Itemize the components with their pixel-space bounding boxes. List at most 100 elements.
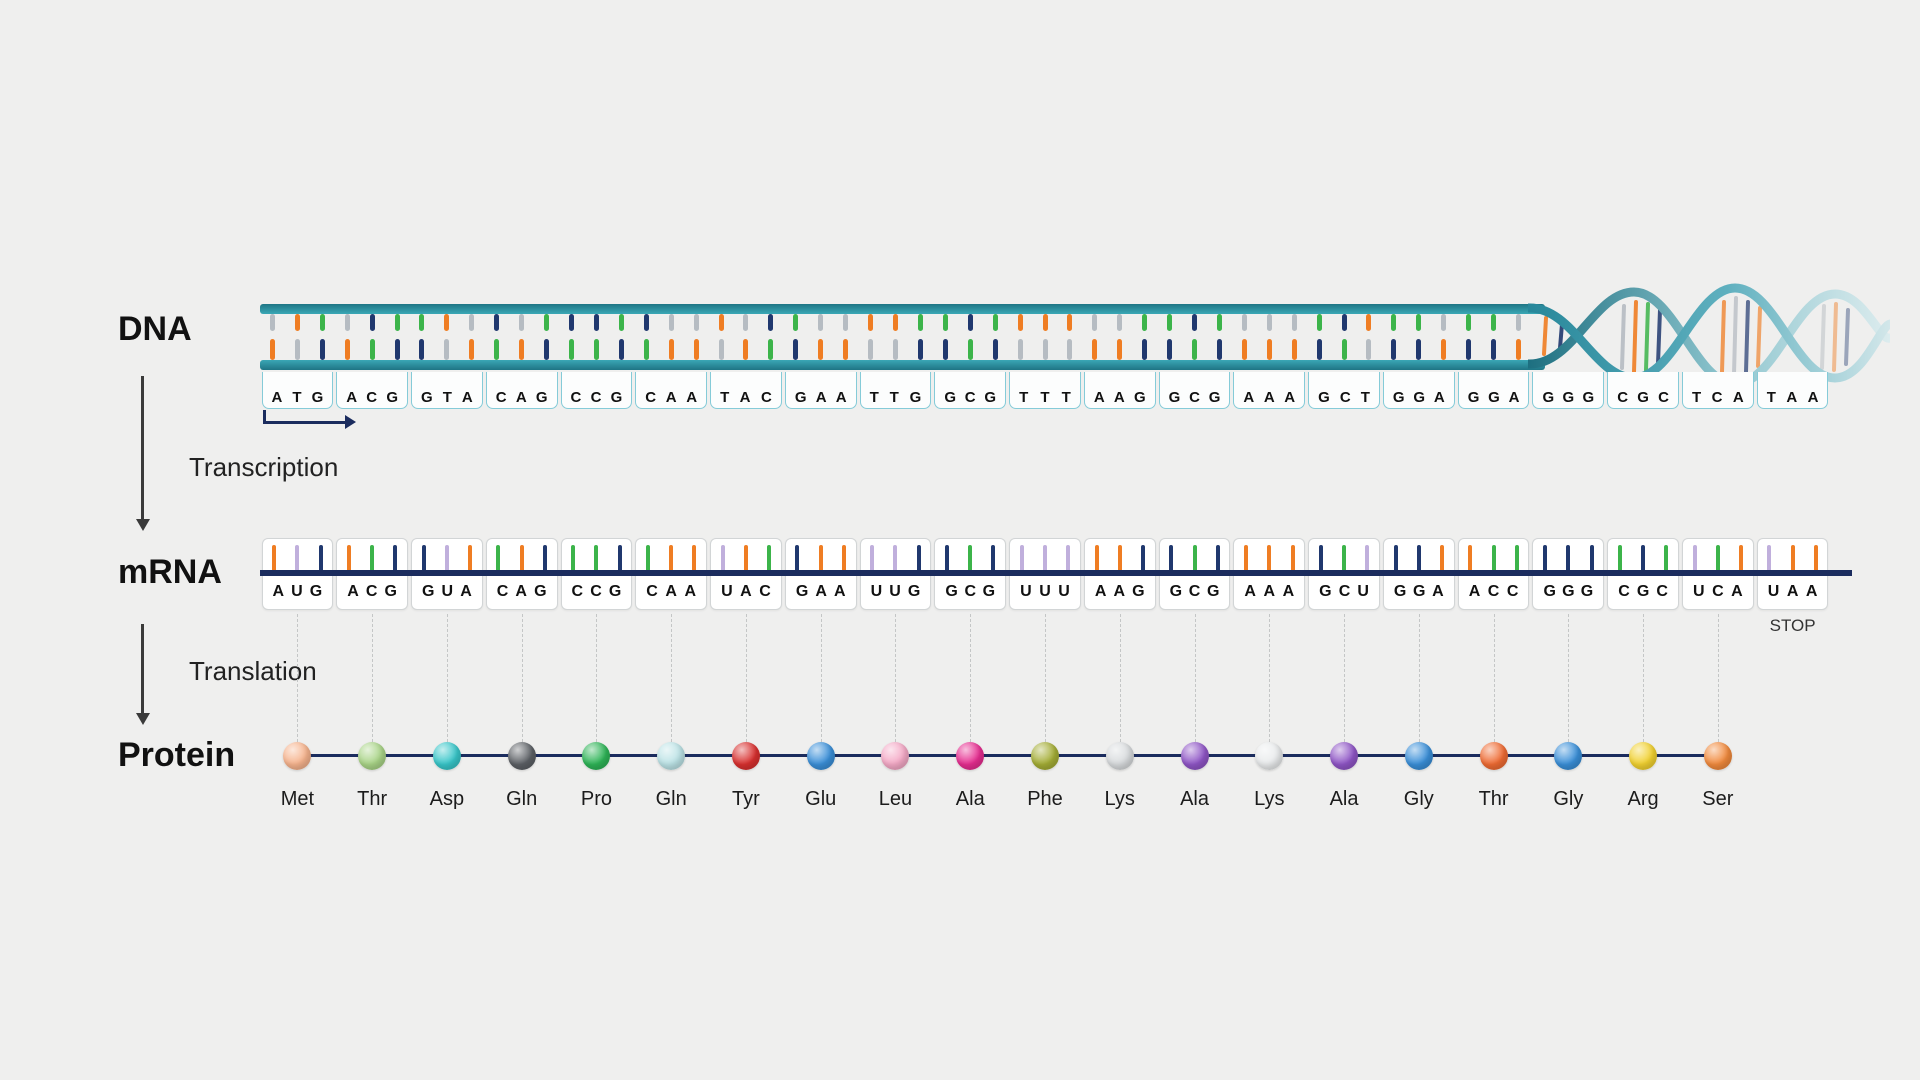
mrna-base-letter: G <box>1413 583 1426 600</box>
codon-ticks <box>263 539 333 572</box>
base-tick-top <box>1366 314 1372 331</box>
amino-acid-label: Phe <box>1027 788 1063 810</box>
base-tick-bottom <box>1341 339 1347 360</box>
base-tick-bottom <box>942 339 948 360</box>
dna-base-letter: A <box>1433 389 1445 406</box>
mrna-base-letter: U <box>870 583 883 600</box>
helix-front-strand <box>1528 283 1890 383</box>
base-tick-bottom <box>269 339 275 360</box>
dna-strand-top <box>260 304 1545 314</box>
base-tick-bottom <box>1042 339 1048 360</box>
amino-acid-label: Gln <box>506 788 538 810</box>
base-tick <box>1543 545 1548 572</box>
base-tick <box>1019 545 1024 572</box>
dna-label: DNA <box>118 310 192 348</box>
mrna-base-letter: C <box>1506 583 1519 600</box>
mrna-base-letter: A <box>1731 583 1743 600</box>
base-tick-top <box>992 314 998 331</box>
base-tick <box>468 545 473 572</box>
base-tick <box>1491 545 1496 572</box>
dna-base-letter: A <box>1263 389 1275 406</box>
start-arrow-head <box>345 415 356 429</box>
base-tick-top <box>569 314 574 331</box>
amino-acid-circle <box>1330 742 1359 770</box>
base-tick-top <box>394 314 400 331</box>
base-tick <box>1790 545 1795 572</box>
base-tick-top <box>544 314 550 331</box>
codon-ticks <box>711 539 781 572</box>
dna-base-letter: T <box>1019 389 1029 406</box>
base-tick-top <box>668 314 674 331</box>
dna-base-letter: G <box>1562 389 1575 406</box>
base-tick <box>720 545 725 572</box>
base-tick <box>645 545 650 572</box>
mrna-base-letter: C <box>759 583 771 600</box>
mrna-base-letter: C <box>1338 583 1351 600</box>
dna-base-letter: C <box>760 389 772 406</box>
amino-acid-label: Gln <box>655 788 687 810</box>
base-tick <box>841 545 846 572</box>
base-tick <box>1141 545 1145 572</box>
base-tick <box>542 545 547 572</box>
helix-base-rungs <box>1542 296 1850 376</box>
base-tick <box>1393 545 1398 572</box>
codon-connector <box>372 614 374 742</box>
dna-base-letter: A <box>815 389 827 406</box>
base-pair-rung <box>967 314 973 360</box>
base-tick <box>1066 545 1071 572</box>
dna-base-letter: G <box>311 389 324 406</box>
base-tick-top <box>643 314 649 331</box>
amino-acid-circle <box>1255 742 1284 770</box>
amino-acid-circle <box>881 742 910 770</box>
base-tick-top <box>1391 314 1397 331</box>
base-pair-rung <box>444 314 450 360</box>
base-tick-top <box>1192 314 1198 331</box>
amino-acid-circle <box>1105 742 1134 770</box>
base-tick <box>1715 545 1720 572</box>
mrna-base-letter: U <box>291 583 303 600</box>
dna-base-letter: G <box>1413 389 1426 406</box>
base-tick <box>295 545 300 572</box>
codon-connector <box>1568 614 1570 742</box>
base-pair-rung <box>1491 314 1497 360</box>
codon-connectors <box>0 614 1920 742</box>
dna-base-letter: G <box>535 389 548 406</box>
start-arrow-riser <box>263 410 266 424</box>
mrna-base-letter: G <box>1132 583 1145 600</box>
base-tick-top <box>1241 314 1247 331</box>
base-pair-rung <box>1341 314 1347 360</box>
base-tick-bottom <box>743 339 749 360</box>
base-tick-top <box>1216 314 1222 331</box>
dna-base-letter: C <box>1617 389 1629 406</box>
dna-base-letter: G <box>794 389 807 406</box>
base-tick <box>669 545 674 572</box>
base-tick <box>1589 545 1594 572</box>
base-tick-bottom <box>1266 339 1272 360</box>
base-tick <box>1664 545 1669 572</box>
dna-base-letter: T <box>292 389 302 406</box>
amino-acid-label: Glu <box>805 788 837 810</box>
base-tick <box>795 545 800 572</box>
base-tick <box>1318 545 1323 572</box>
base-tick <box>1514 545 1519 572</box>
mrna-base-letter: G <box>534 583 547 600</box>
codon-connector <box>1717 614 1719 742</box>
mrna-base-letter: U <box>1357 583 1369 600</box>
amino-acid-circle <box>1554 742 1583 770</box>
amino-acid-circle <box>806 742 835 770</box>
dna-base-letter: C <box>964 389 976 406</box>
